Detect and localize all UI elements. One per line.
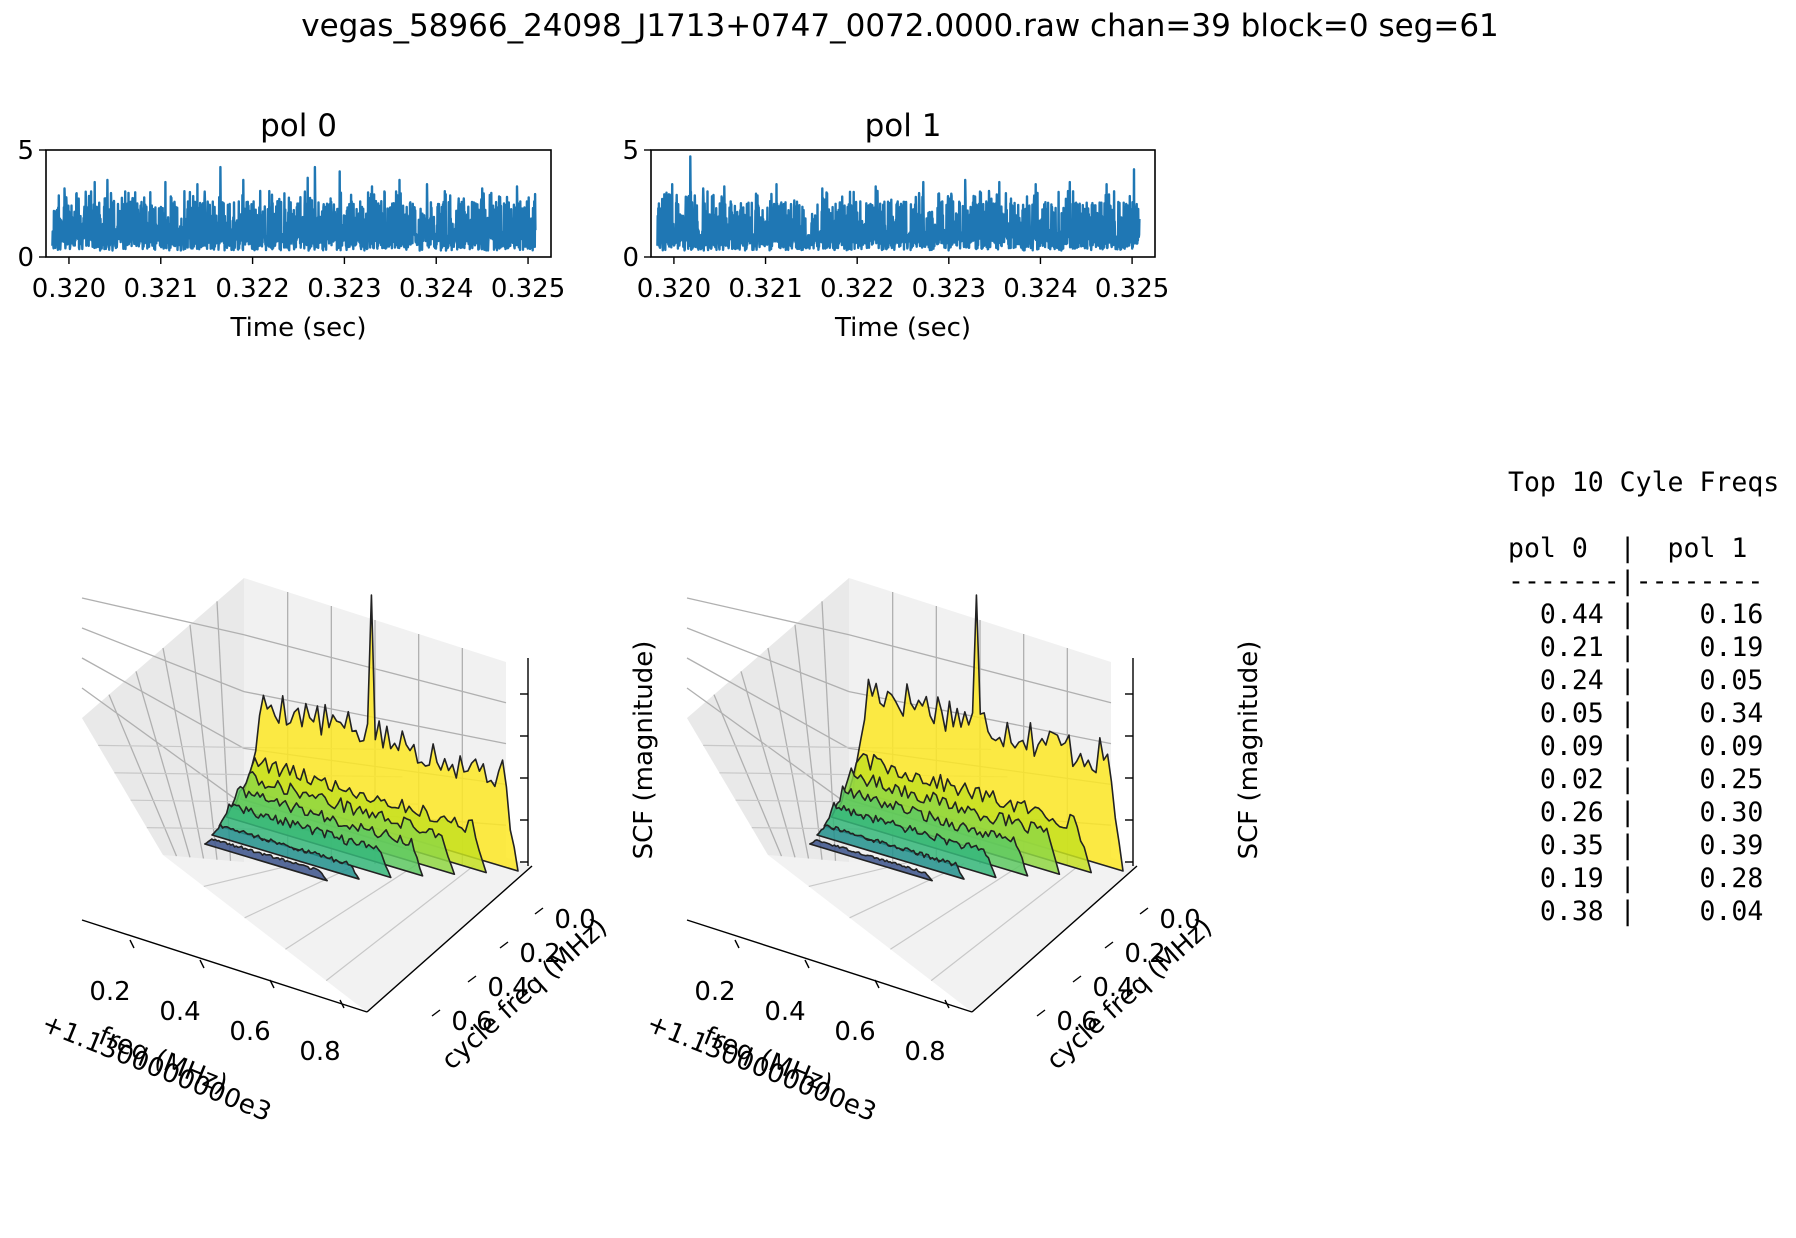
plot-frame xyxy=(45,149,552,258)
series-line xyxy=(656,155,1141,252)
x-tick xyxy=(944,999,950,1009)
y-tick xyxy=(1036,1009,1046,1017)
y-tick-label: 0.6 xyxy=(1056,1007,1097,1037)
x-tick-label: 0.8 xyxy=(904,1037,945,1067)
y-axis xyxy=(971,865,1138,1013)
x-tick-label: 0.4 xyxy=(764,997,805,1027)
figure-title: vegas_58966_24098_J1713+0747_0072.0000.r… xyxy=(301,8,1499,44)
x-tick xyxy=(199,959,205,969)
y-tick-label: 5 xyxy=(17,136,34,166)
y-tick xyxy=(431,1009,441,1017)
y-axis-label: cycle freq (MHz) xyxy=(436,912,613,1076)
y-tick xyxy=(1104,941,1114,949)
left-wall-pane xyxy=(687,578,849,862)
x-tick-label: 0.320 xyxy=(637,274,711,304)
y-tick xyxy=(1139,907,1149,915)
x-tick xyxy=(874,979,880,989)
scf-ridge xyxy=(211,823,360,880)
grid-line xyxy=(794,624,823,860)
y-tick-label: 0.0 xyxy=(1159,905,1200,935)
scf-ridge xyxy=(218,803,392,879)
x-tick xyxy=(734,939,740,949)
grid-line xyxy=(81,657,245,749)
y-tick-label: 0.4 xyxy=(1092,973,1133,1003)
x-tick-label: 0.325 xyxy=(1095,274,1169,304)
x-tick-label: 0.325 xyxy=(491,274,565,304)
panel-title: pol 0 xyxy=(260,108,337,144)
grid-line xyxy=(686,627,850,693)
y-tick-label: 5 xyxy=(622,136,639,166)
z-axis-label: SCF (magnitude) xyxy=(1234,641,1264,860)
y-tick-label: 0.2 xyxy=(1124,939,1165,969)
y-tick-label: 0 xyxy=(622,243,639,273)
grid-line xyxy=(135,671,191,858)
pol1-time-series-plot: 0.320 0.321 0.322 0.323 0.324 0.325 0 5 pol 1 Tim… xyxy=(622,108,1169,343)
top-cycle-freqs-table: Top 10 Cyle Freqs pol 0 | pol 1 -------|… xyxy=(1508,467,1780,927)
grid-line xyxy=(890,863,1023,950)
plot-frame xyxy=(650,149,1156,258)
grid-line xyxy=(713,694,783,857)
grid-line xyxy=(108,694,178,857)
x-tick xyxy=(129,939,135,949)
grid-line xyxy=(81,597,245,636)
x-tick-label: 0.323 xyxy=(912,274,986,304)
panel-title: pol 1 xyxy=(865,108,942,144)
x-tick xyxy=(339,999,345,1009)
grid-line xyxy=(686,597,850,636)
x-tick-label: 0.322 xyxy=(820,274,894,304)
grid-line xyxy=(740,671,796,858)
x-tick xyxy=(804,959,810,969)
y-axis xyxy=(366,865,533,1013)
x-tick-label: 0.324 xyxy=(1003,274,1077,304)
y-tick-label: 0.4 xyxy=(487,973,528,1003)
grid-line xyxy=(81,627,245,693)
y-tick-label: 0 xyxy=(17,243,34,273)
x-tick xyxy=(269,979,275,989)
x-tick-label: 0.6 xyxy=(834,1017,875,1047)
scf-ridge xyxy=(204,838,328,882)
x-axis-label: Time (sec) xyxy=(834,313,971,343)
x-tick-label: 0.2 xyxy=(694,977,735,1007)
grid-line xyxy=(686,657,850,749)
x-tick-label: 0.8 xyxy=(299,1037,340,1067)
grid-line xyxy=(243,634,507,704)
y-tick xyxy=(534,907,544,915)
grid-line xyxy=(930,864,1080,982)
scf-ridge xyxy=(816,824,965,880)
x-tick-label: 0.324 xyxy=(399,274,473,304)
x-tick-label: 0.322 xyxy=(215,274,289,304)
y-tick-label: 0.0 xyxy=(554,905,595,935)
x-tick-label: 0.2 xyxy=(89,977,130,1007)
pol0-time-series-plot: 0.320 0.321 0.322 0.323 0.324 0.325 0 5 pol 0 Tim… xyxy=(17,108,565,343)
y-tick xyxy=(1072,975,1082,983)
series-line xyxy=(51,165,537,252)
z-axis-label: SCF (magnitude) xyxy=(629,641,659,860)
x-tick-label: 0.4 xyxy=(159,997,200,1027)
y-tick-label: 0.6 xyxy=(451,1007,492,1037)
x-tick-label: 0.320 xyxy=(32,274,106,304)
x-tick-label: 0.321 xyxy=(728,274,802,304)
grid-line xyxy=(848,634,1112,704)
x-axis xyxy=(81,919,368,1013)
grid-line xyxy=(189,624,218,860)
grid-line xyxy=(325,864,475,982)
x-tick-label: 0.321 xyxy=(124,274,198,304)
scf-ridge xyxy=(823,801,997,879)
grid-line xyxy=(767,647,810,859)
grid-line xyxy=(285,863,418,950)
x-tick-label: 0.323 xyxy=(307,274,381,304)
x-axis xyxy=(686,919,973,1013)
scf-ridge xyxy=(809,839,933,882)
y-tick xyxy=(467,975,477,983)
y-tick-label: 0.2 xyxy=(519,939,560,969)
grid-line xyxy=(162,647,205,859)
y-tick xyxy=(499,941,509,949)
y-axis-label: cycle freq (MHz) xyxy=(1041,912,1218,1076)
x-tick-label: 0.6 xyxy=(229,1017,270,1047)
left-wall-pane xyxy=(82,578,244,862)
x-axis-label: Time (sec) xyxy=(229,313,366,343)
